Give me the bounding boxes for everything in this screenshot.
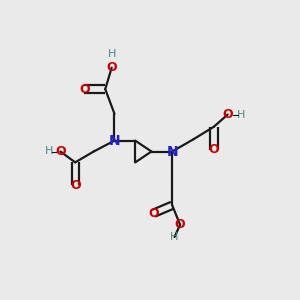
Text: H: H [170, 232, 179, 242]
Text: H: H [237, 110, 245, 119]
Text: H: H [107, 50, 116, 59]
Text: O: O [222, 108, 233, 121]
Text: N: N [167, 145, 178, 158]
Text: O: O [70, 179, 80, 192]
Text: O: O [79, 82, 90, 96]
Text: H: H [44, 146, 53, 157]
Text: N: N [109, 134, 120, 148]
Text: O: O [148, 207, 159, 220]
Text: O: O [175, 218, 185, 231]
Text: O: O [106, 61, 117, 74]
Text: O: O [55, 145, 66, 158]
Text: O: O [208, 143, 219, 156]
